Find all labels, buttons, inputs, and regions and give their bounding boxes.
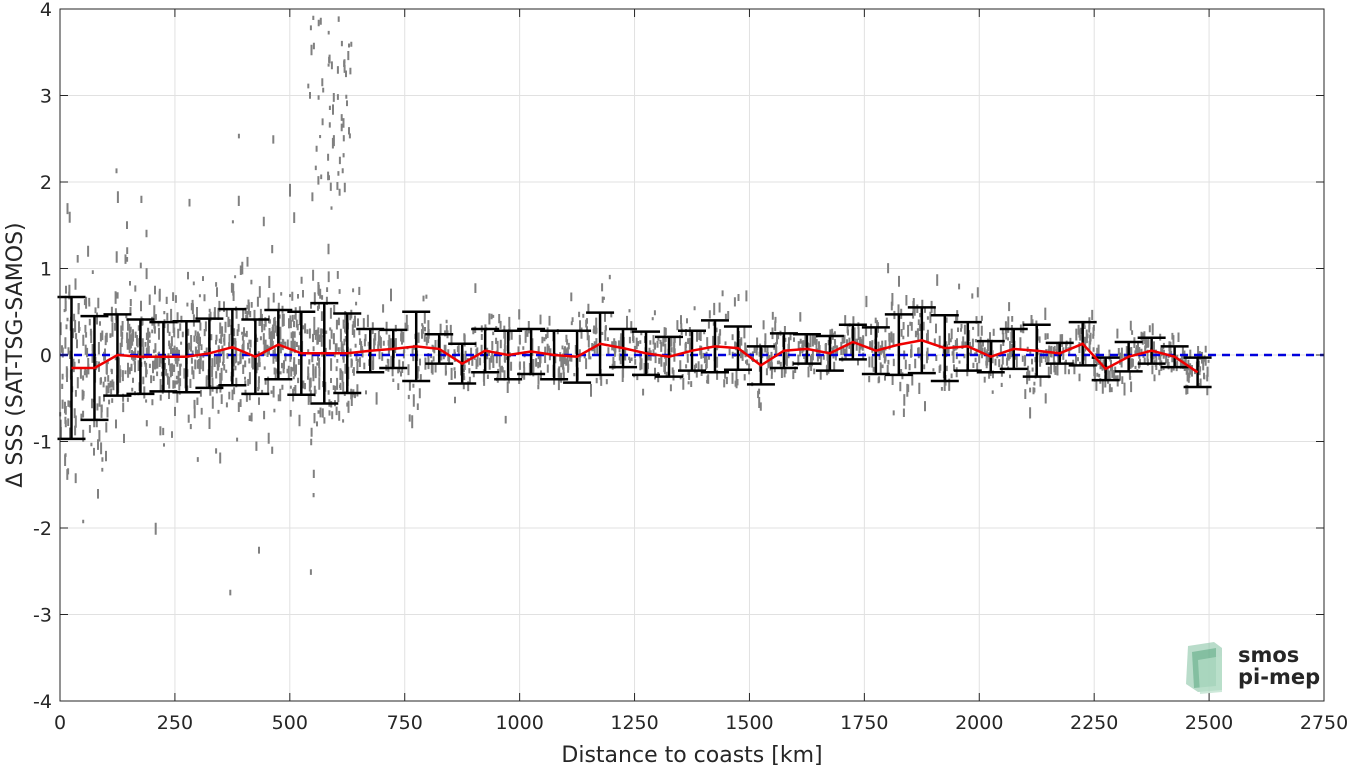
x-tick-label: 1000: [495, 712, 543, 734]
logo-line1: smos: [1238, 643, 1299, 667]
y-tick-label: -3: [33, 605, 52, 627]
x-tick-label: 1500: [725, 712, 773, 734]
x-tick-label: 2500: [1185, 712, 1233, 734]
axes: [59, 8, 1325, 702]
tick-labels: 0 250 500 750 1000 1250 1500 1750 2000 2250 2500 27…: [33, 0, 1348, 734]
y-tick-label: 0: [40, 345, 52, 367]
x-tick-label: 250: [157, 712, 193, 734]
x-tick-label: 2000: [955, 712, 1003, 734]
smos-pi-mep-logo: smos pi-mep: [1186, 642, 1320, 694]
x-tick-label: 0: [54, 712, 66, 734]
x-tick-label: 2250: [1070, 712, 1118, 734]
y-tick-label: -2: [33, 518, 52, 540]
mean-line: [71, 339, 1199, 374]
mean-series-line: [71, 339, 1199, 374]
y-tick-label: 2: [40, 172, 52, 194]
x-tick-label: 2750: [1300, 712, 1348, 734]
y-tick-label: 1: [40, 259, 52, 281]
y-tick-label: -1: [33, 432, 52, 454]
x-tick-label: 500: [272, 712, 308, 734]
y-axis-label: Δ SSS (SAT-TSG-SAMOS): [3, 222, 28, 487]
x-tick-label: 1250: [610, 712, 658, 734]
x-tick-label: 1750: [840, 712, 888, 734]
y-tick-label: 3: [40, 86, 52, 108]
logo-line2: pi-mep: [1238, 665, 1320, 689]
x-axis-label: Distance to coasts [km]: [561, 743, 822, 768]
x-tick-label: 750: [387, 712, 423, 734]
y-tick-label: -4: [33, 691, 52, 713]
logo-emblem-light: [1198, 656, 1222, 694]
y-tick-label: 4: [40, 0, 52, 21]
